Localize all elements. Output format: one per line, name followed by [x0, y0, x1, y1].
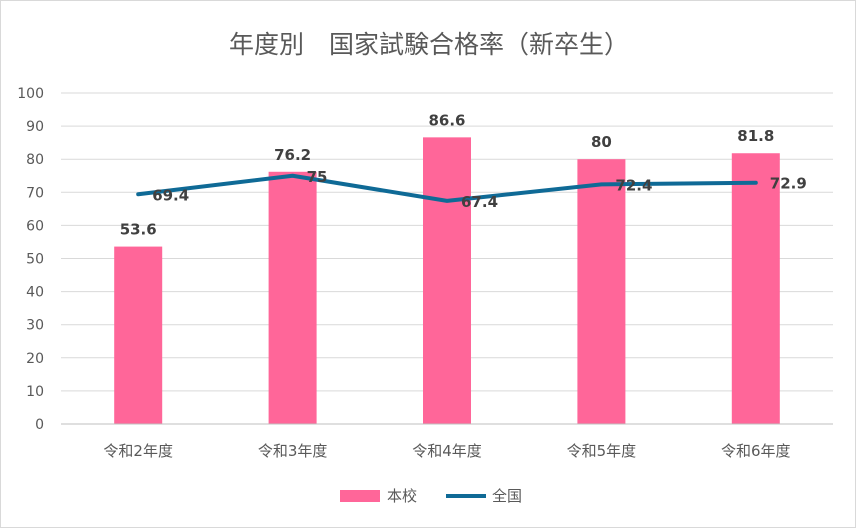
y-tick-label: 20 [26, 351, 44, 367]
line-data-label: 72.9 [770, 175, 807, 193]
legend-label-line: 全国 [492, 487, 522, 505]
bar [732, 153, 780, 424]
y-tick-label: 10 [26, 384, 44, 400]
bar [114, 247, 162, 424]
bar-series [114, 137, 780, 424]
y-tick-label: 50 [26, 252, 44, 268]
line-data-label: 69.4 [152, 186, 189, 204]
x-tick-label: 令和2年度 [103, 442, 173, 460]
bar-data-label: 80 [591, 133, 612, 151]
chart-title: 年度別 国家試験合格率（新卒生） [229, 30, 629, 59]
line-data-labels: 69.4 75 67.4 72.4 72.9 [152, 168, 807, 211]
bar [423, 137, 471, 424]
y-axis: 0 10 20 30 40 50 60 70 80 90 100 [17, 86, 44, 433]
legend-swatch-bar [340, 490, 380, 502]
y-tick-label: 40 [26, 285, 44, 301]
bar-data-label: 86.6 [428, 111, 465, 129]
bar-data-label: 81.8 [737, 127, 774, 145]
x-axis: 令和2年度 令和3年度 令和4年度 令和5年度 令和6年度 [61, 424, 833, 460]
bar-data-label: 53.6 [120, 221, 157, 239]
bar-data-label: 76.2 [274, 146, 311, 164]
y-tick-label: 100 [17, 86, 44, 102]
y-tick-label: 80 [26, 152, 44, 168]
y-tick-label: 70 [26, 185, 44, 201]
legend-label-bar: 本校 [387, 487, 417, 505]
legend: 本校 全国 [340, 487, 522, 505]
line-data-label: 67.4 [461, 193, 498, 211]
bar [269, 172, 317, 424]
x-tick-label: 令和3年度 [258, 442, 328, 460]
y-tick-label: 90 [26, 119, 44, 135]
x-tick-label: 令和4年度 [412, 442, 482, 460]
x-tick-label: 令和6年度 [721, 442, 791, 460]
x-tick-label: 令和5年度 [567, 442, 637, 460]
y-tick-label: 60 [26, 218, 44, 234]
bar [577, 159, 625, 424]
line-data-label: 72.4 [615, 176, 652, 194]
y-tick-label: 30 [26, 318, 44, 334]
y-tick-label: 0 [35, 417, 44, 433]
line-data-label: 75 [307, 168, 328, 186]
